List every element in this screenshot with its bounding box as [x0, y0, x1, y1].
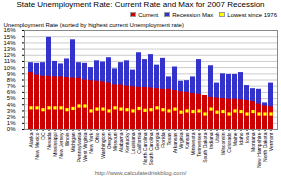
- svg-text:South Dakota: South Dakota: [201, 132, 208, 163]
- svg-text:Iowa: Iowa: [243, 132, 250, 144]
- svg-text:Mississippi: Mississippi: [51, 132, 58, 157]
- svg-text:New Mexico: New Mexico: [33, 132, 40, 160]
- svg-text:14%: 14%: [3, 40, 16, 46]
- svg-text:13%: 13%: [3, 46, 16, 52]
- svg-text:New York: New York: [87, 132, 94, 154]
- html-text:Recession Max: Recession Max: [172, 11, 214, 18]
- svg-text:Indiana: Indiana: [207, 132, 214, 149]
- html-text:http://www.calculatedriskblog.: http://www.calculatedriskblog.com/: [94, 170, 187, 176]
- svg-text:Maine: Maine: [231, 132, 238, 147]
- html-text:Lowest since 1976: Lowest since 1976: [227, 11, 277, 18]
- svg-text:Oregon: Oregon: [105, 132, 112, 150]
- svg-text:North Dakota: North Dakota: [261, 132, 268, 162]
- svg-text:Missouri: Missouri: [111, 132, 118, 152]
- svg-text:Colorado: Colorado: [225, 132, 232, 153]
- svg-text:Michigan: Michigan: [69, 132, 76, 153]
- svg-text:15%: 15%: [3, 34, 16, 40]
- svg-text:9%: 9%: [7, 71, 16, 77]
- svg-text:New Hampshire: New Hampshire: [255, 132, 262, 169]
- svg-text:Washington: Washington: [99, 132, 106, 159]
- svg-text:Idaho: Idaho: [237, 132, 244, 145]
- svg-text:Pennsylvania: Pennsylvania: [75, 132, 82, 163]
- svg-text:California: California: [135, 132, 142, 154]
- html-text:State Unemployment Rate: Curre: State Unemployment Rate: Current Rate an…: [16, 0, 265, 9]
- svg-text:New Jersey: New Jersey: [57, 132, 64, 159]
- svg-text:10%: 10%: [3, 65, 16, 71]
- svg-text:Ohio: Ohio: [93, 132, 100, 144]
- svg-text:Wisconsin: Wisconsin: [219, 132, 226, 156]
- html-text:Current: Current: [138, 11, 159, 18]
- svg-text:2%: 2%: [7, 114, 16, 120]
- svg-text:Alaska: Alaska: [27, 132, 34, 148]
- svg-text:Montana: Montana: [249, 132, 256, 152]
- svg-text:1%: 1%: [7, 120, 16, 126]
- svg-text:DC: DC: [39, 132, 46, 140]
- svg-text:16%: 16%: [3, 27, 16, 33]
- svg-text:Vermont: Vermont: [268, 132, 274, 151]
- svg-text:Georgia: Georgia: [153, 132, 160, 151]
- svg-text:Minnesota: Minnesota: [189, 132, 196, 156]
- svg-text:Alabama: Alabama: [117, 132, 124, 153]
- svg-text:Kentucky: Kentucky: [123, 132, 130, 154]
- svg-text:Louisiana: Louisiana: [129, 132, 136, 154]
- svg-text:Utah: Utah: [213, 132, 220, 144]
- svg-text:Illinois: Illinois: [63, 132, 70, 147]
- svg-text:11%: 11%: [4, 58, 16, 64]
- svg-text:Texas: Texas: [165, 132, 172, 146]
- svg-text:7%: 7%: [7, 83, 16, 89]
- svg-text:8%: 8%: [7, 77, 16, 83]
- svg-text:0%: 0%: [7, 126, 16, 132]
- svg-text:4%: 4%: [7, 102, 16, 108]
- svg-text:12%: 12%: [3, 52, 16, 58]
- svg-text:North Carolina: North Carolina: [141, 132, 148, 165]
- svg-text:3%: 3%: [7, 108, 16, 114]
- svg-text:Virginia: Virginia: [177, 132, 184, 150]
- svg-text:South Carolina: South Carolina: [147, 132, 154, 166]
- svg-text:Tennessee: Tennessee: [195, 132, 202, 157]
- svg-text:6%: 6%: [7, 89, 16, 95]
- svg-text:Unemployment Rate (sorted by h: Unemployment Rate (sorted by highest cur…: [4, 22, 184, 28]
- svg-text:5%: 5%: [7, 95, 16, 101]
- svg-text:Nevada: Nevada: [45, 132, 52, 150]
- svg-text:Kansas: Kansas: [183, 132, 190, 150]
- svg-text:Florida: Florida: [159, 132, 166, 148]
- svg-text:Arkansas: Arkansas: [171, 132, 178, 154]
- svg-text:West Virginia: West Virginia: [81, 132, 88, 162]
